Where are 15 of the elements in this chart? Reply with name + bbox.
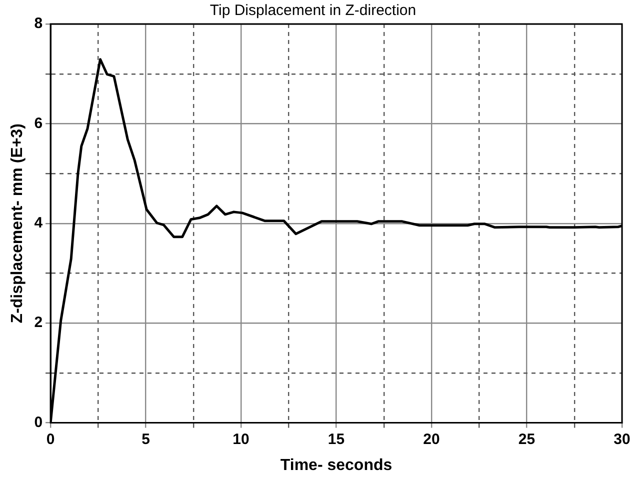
chart-title: Tip Displacement in Z-direction bbox=[210, 2, 416, 20]
x-tick-label: 15 bbox=[328, 430, 345, 448]
x-tick-label: 10 bbox=[232, 430, 250, 448]
y-tick-label: 0 bbox=[34, 414, 43, 431]
x-tick-label: 20 bbox=[423, 430, 440, 448]
y-axis-title: Z-displacement- mm (E+3) bbox=[9, 124, 26, 324]
y-tick-label: 8 bbox=[34, 15, 43, 32]
x-axis-title: Time- seconds bbox=[280, 456, 392, 474]
y-tick-label: 2 bbox=[34, 314, 43, 332]
y-tick-label: 6 bbox=[34, 114, 43, 132]
x-tick-label: 0 bbox=[46, 430, 55, 448]
x-tick-label: 5 bbox=[142, 430, 150, 448]
x-tick-label: 25 bbox=[518, 430, 536, 448]
x-tick-label: 30 bbox=[614, 430, 630, 448]
y-tick-label: 4 bbox=[34, 214, 44, 232]
